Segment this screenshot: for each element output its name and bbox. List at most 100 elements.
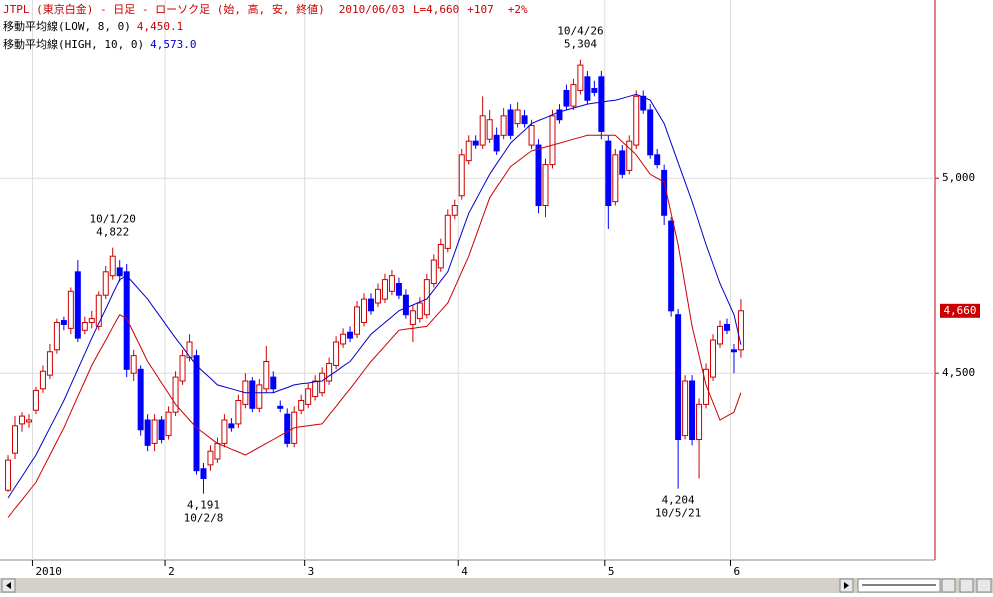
zoom-in[interactable] <box>959 578 974 593</box>
scrollbar-track <box>0 578 993 593</box>
candle-body <box>354 306 361 335</box>
candle-body <box>402 294 409 316</box>
header-change-pct: +2% <box>508 3 528 16</box>
candle-body <box>193 355 200 472</box>
annotation-value: 4,191 <box>187 499 220 512</box>
candle-body <box>409 310 416 325</box>
candle-body <box>493 134 500 152</box>
candle-body <box>39 370 46 390</box>
candle-body <box>444 214 451 249</box>
candle-body <box>186 341 193 359</box>
annotation-date: 10/5/21 <box>655 507 701 520</box>
candle-body <box>388 275 395 292</box>
candle-body <box>95 294 102 327</box>
last-price-label: 4,660 <box>943 304 976 317</box>
plot-area: 4,500 5,000 2010 2 3 4 5 6 10/1/204,822 4,19110/2… <box>0 0 980 578</box>
x-tick-label: 2010 <box>35 565 62 578</box>
candle-body <box>486 119 493 140</box>
candle-body <box>577 64 584 91</box>
candle-body <box>130 355 137 374</box>
candle-body <box>333 341 340 366</box>
candle-body <box>647 109 654 156</box>
candle-body <box>347 331 354 339</box>
legend-entry: 移動平均線(HIGH, 10, 0) 4,573.0 <box>3 37 196 51</box>
candle-body <box>682 380 689 437</box>
candle-body <box>361 298 368 324</box>
candle-body <box>60 320 67 325</box>
header: JTPL (東京白金) - 日足 - ローソク足 (始, 高, 安, 終値) 20… <box>3 2 528 16</box>
annotation-date: 10/4/26 <box>557 25 603 38</box>
header-date: 2010/06/03 <box>339 3 405 16</box>
chart-title: JTPL (東京白金) - 日足 - ローソク足 (始, 高, 安, 終値) <box>3 2 325 16</box>
x-tick-label: 3 <box>308 565 315 578</box>
candle-body <box>661 169 668 216</box>
candle-body <box>612 154 619 203</box>
candle-body <box>535 144 542 207</box>
candle-body <box>507 109 514 136</box>
y-tick-label: 5,000 <box>942 171 975 184</box>
candle-body <box>696 403 703 440</box>
scrollbar[interactable] <box>0 578 993 593</box>
candle-body <box>207 450 214 466</box>
candle-body <box>102 271 109 296</box>
zoom-out[interactable] <box>941 578 956 593</box>
candle-body <box>367 298 374 312</box>
move-tool[interactable] <box>976 578 992 593</box>
candle-body <box>633 95 640 146</box>
last-price-box <box>940 303 980 318</box>
arrow-icon <box>844 582 849 589</box>
y-tick-label: 4,500 <box>942 366 975 379</box>
legend-name: 移動平均線(HIGH, 10, 0) <box>3 37 144 51</box>
candle-body <box>326 362 333 382</box>
candle-body <box>458 154 465 197</box>
candle-body <box>570 84 577 107</box>
candle-body <box>395 283 402 296</box>
candle-body <box>228 423 235 429</box>
moving-average-line <box>7 134 742 518</box>
candle-body <box>423 279 430 316</box>
candle-body <box>221 419 228 444</box>
candle-body <box>298 400 305 411</box>
candle-body <box>12 425 19 454</box>
x-tick-label: 2 <box>168 565 175 578</box>
candle-body <box>591 88 598 93</box>
candle-body <box>46 351 53 376</box>
annotation-value: 4,204 <box>662 494 695 507</box>
candle-body <box>158 419 165 440</box>
candle-body <box>584 76 591 101</box>
annotation-date: 10/2/8 <box>184 512 224 525</box>
candle-body <box>5 459 12 491</box>
candle-body <box>703 368 710 405</box>
annotation-value: 5,304 <box>564 38 597 51</box>
candle-body <box>479 115 486 146</box>
candle-body <box>144 419 151 446</box>
candle-body <box>249 380 256 409</box>
candle-body <box>277 405 284 409</box>
candle-body <box>500 115 507 136</box>
candle-body <box>165 411 172 437</box>
candle-body <box>472 140 479 146</box>
candle-body <box>723 323 730 331</box>
header-change: +107 <box>467 3 494 16</box>
annotation-value: 4,822 <box>96 226 129 239</box>
candle-body <box>563 89 570 107</box>
candle-body <box>151 419 158 444</box>
candle-body <box>598 76 605 132</box>
candle-body <box>18 415 25 425</box>
candle-body <box>605 140 612 207</box>
candle-body <box>81 322 88 331</box>
candle-body <box>528 125 535 146</box>
candle-body <box>53 322 60 351</box>
candle-body <box>465 140 472 162</box>
candle-body <box>451 205 458 216</box>
x-tick-label: 5 <box>608 565 615 578</box>
candle-body <box>137 368 144 431</box>
header-last: L=4,660 <box>413 3 459 16</box>
candle-body <box>717 325 724 345</box>
candle-body <box>640 95 647 111</box>
candle-body <box>521 115 528 125</box>
x-tick-label: 4 <box>461 565 468 578</box>
legend-entry: 移動平均線(LOW, 8, 0) 4,450.1 <box>3 19 183 33</box>
candle-body <box>123 271 130 370</box>
